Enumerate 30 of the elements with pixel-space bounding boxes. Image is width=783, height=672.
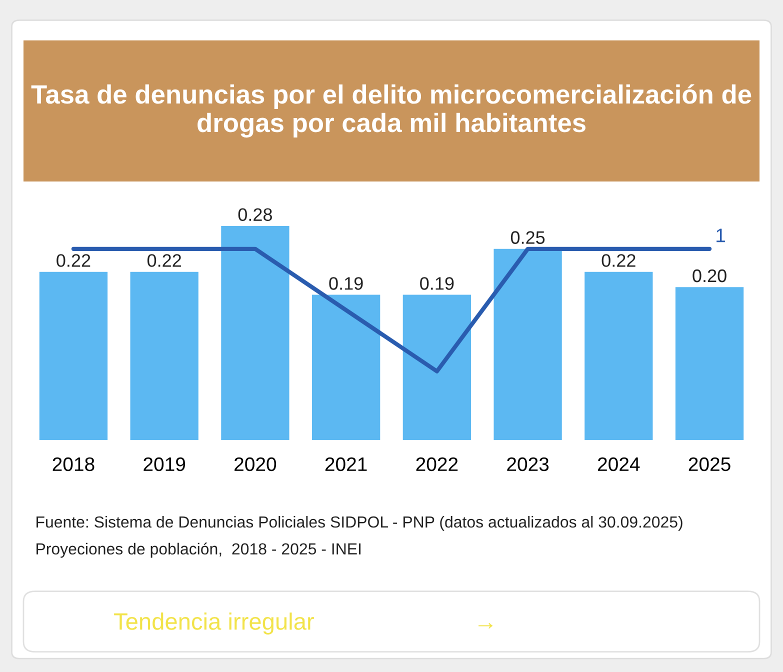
x-tick-label: 2018 [52,457,94,472]
data-label: 0.22 [147,254,181,267]
chart-title: Tasa de denuncias por el delito microcomercialización de drogas por cada mil habitantes [31,84,752,138]
source-note: Fuente: Sistema de Denuncias Policiales SIDPOL - PNP (datos actualizados al 30.09.2025) [36,516,682,531]
data-label: 0.28 [238,208,272,221]
text: Tendencia irregular [114,612,314,635]
x-tick-label: 2021 [325,457,367,472]
bar [39,272,108,440]
x-tick-label: 2024 [598,457,640,472]
data-label: 0.19 [329,277,363,290]
bar [584,272,653,440]
bar [130,272,198,440]
data-label: 0.22 [602,254,636,267]
bar [675,287,744,440]
bar [494,248,562,440]
bar [221,226,290,440]
x-tick-label: 2020 [234,457,276,472]
text: Proyeciones de población, 2018 - 2025 - INEI [36,542,361,558]
x-tick-label: 2019 [144,457,186,472]
bar [312,294,380,440]
annotation: 1 [716,228,725,242]
text: → [478,622,493,629]
bar [402,294,472,440]
data-label: 0.22 [56,254,90,267]
data-label: 0.25 [510,231,545,244]
x-tick-label: 2025 [688,457,730,472]
x-tick-label: 2023 [507,457,549,472]
data-label: 0.20 [692,269,726,282]
x-tick-label: 2022 [416,457,458,472]
data-label: 0.19 [420,277,454,290]
